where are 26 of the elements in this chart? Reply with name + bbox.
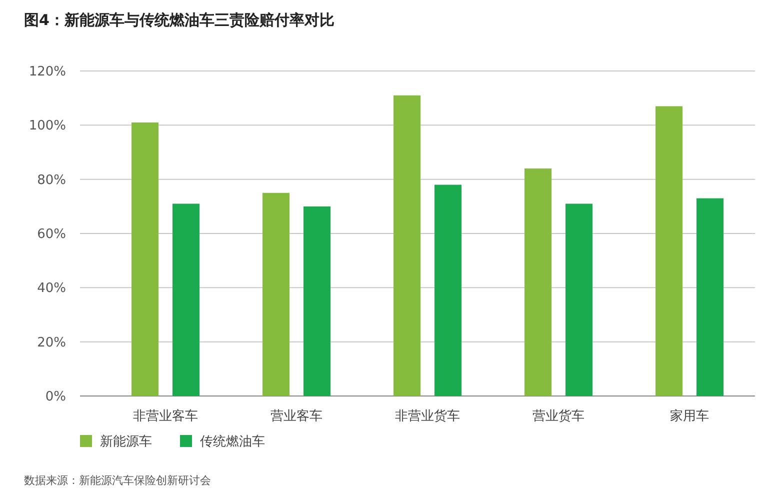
x-tick-label: 营业客车 <box>270 408 322 424</box>
legend-label: 新能源车 <box>100 434 152 450</box>
x-tick-label: 非营业客车 <box>133 408 198 424</box>
bar <box>172 204 200 396</box>
bar <box>304 206 330 396</box>
bar <box>262 192 290 396</box>
legend-label: 传统燃油车 <box>200 434 265 450</box>
y-tick-label: 0% <box>45 390 66 405</box>
y-tick-label: 40% <box>37 281 66 296</box>
chart-title: 图4：新能源车与传统燃油车三责险赔付率对比 <box>24 11 334 29</box>
bar <box>566 204 592 396</box>
x-tick-label: 家用车 <box>670 408 709 424</box>
bar <box>394 95 420 396</box>
bar <box>132 122 158 396</box>
y-tick-label: 20% <box>37 335 66 350</box>
source-note: 数据来源：新能源汽车保险创新研讨会 <box>24 474 211 487</box>
bar <box>434 184 462 396</box>
y-tick-label: 120% <box>28 64 66 80</box>
y-tick-label: 60% <box>37 227 66 242</box>
y-tick-label: 80% <box>37 172 66 188</box>
bar <box>696 198 724 396</box>
bar <box>524 168 552 396</box>
x-tick-label: 非营业货车 <box>395 409 460 424</box>
y-tick-label: 100% <box>28 118 66 134</box>
bar <box>656 106 682 396</box>
x-tick-label: 营业货车 <box>532 409 584 424</box>
